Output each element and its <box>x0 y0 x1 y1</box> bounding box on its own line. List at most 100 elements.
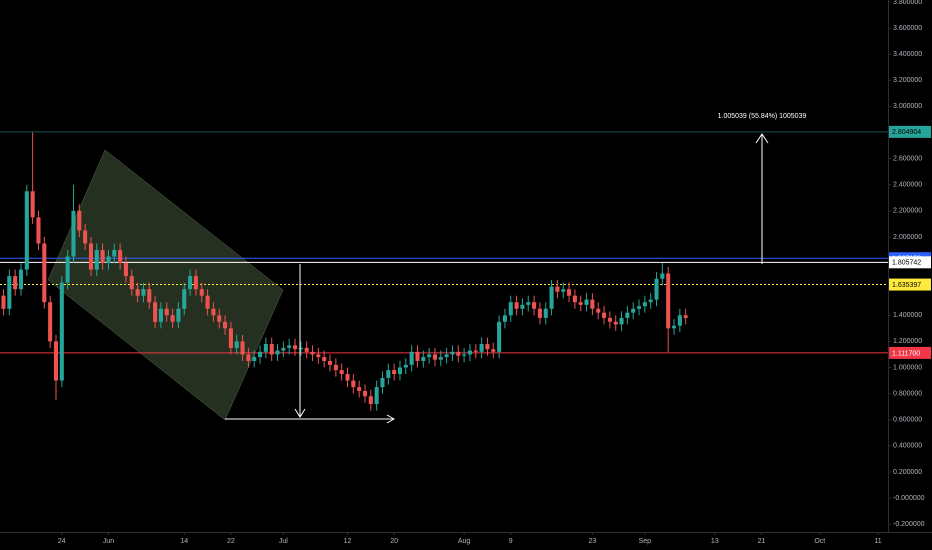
candle-body <box>485 344 490 350</box>
candle-body <box>409 351 414 365</box>
candle-body <box>596 308 601 313</box>
candle-body <box>351 380 356 388</box>
candle-body <box>602 312 607 318</box>
candle-body <box>532 302 537 309</box>
candle-body <box>683 315 688 318</box>
candle-body <box>479 344 484 352</box>
candle-body <box>345 374 350 381</box>
candle-body <box>275 350 280 355</box>
candle-body <box>258 351 263 358</box>
candle-body <box>380 377 385 388</box>
candle-body <box>549 286 554 309</box>
candle-body <box>211 308 216 316</box>
x-tick-label: 22 <box>227 538 235 545</box>
price-label-box <box>889 125 931 138</box>
y-tick-label: 1.400000 <box>893 312 922 319</box>
candle-body <box>677 315 682 326</box>
candle-body <box>1 295 6 309</box>
candle-body <box>292 345 298 350</box>
candle-body <box>362 391 368 397</box>
y-tick-label: 0.800000 <box>893 390 922 397</box>
x-tick-label: 23 <box>588 538 596 545</box>
candle-body <box>287 345 292 348</box>
x-tick-label: 21 <box>758 538 766 545</box>
candle-body <box>217 315 222 322</box>
candle-body <box>333 364 338 371</box>
candle-body <box>607 317 612 322</box>
candle-body <box>467 350 472 355</box>
x-tick-label: 13 <box>711 538 719 545</box>
candle-body <box>462 354 467 356</box>
candle-body <box>584 299 589 305</box>
candle-body <box>671 325 677 329</box>
candle-body <box>234 341 239 348</box>
candle-body <box>520 304 525 309</box>
candle-body <box>403 364 408 368</box>
candle-body <box>48 302 53 342</box>
candle-body <box>316 354 321 358</box>
candle-body <box>631 308 636 313</box>
candle-body <box>444 354 449 358</box>
candle-body <box>153 302 158 322</box>
candle-body <box>666 273 671 329</box>
rise-arrow-head <box>755 133 769 144</box>
candle-body <box>648 299 653 303</box>
y-tick-label: 2.200000 <box>893 208 922 215</box>
candle-body <box>298 347 303 350</box>
candle-body <box>281 347 286 351</box>
candle-body <box>497 321 502 352</box>
candle-body <box>135 289 140 296</box>
candle-body <box>71 210 76 257</box>
y-tick-label: 2.600000 <box>893 155 922 162</box>
candle-body <box>397 367 403 375</box>
x-tick-label: Sep <box>639 538 652 545</box>
candle-body <box>176 308 181 322</box>
price-label: 2.804904 <box>892 129 921 136</box>
candle-body <box>508 302 513 316</box>
candle-body <box>322 357 327 361</box>
price-axis-bg <box>888 0 932 550</box>
candle-body <box>392 370 397 375</box>
candle-body <box>357 387 362 392</box>
y-tick-label: 1.000000 <box>893 364 922 371</box>
candle-body <box>590 299 595 309</box>
candle-body <box>13 276 18 290</box>
price-lines <box>0 131 888 354</box>
candle-body <box>141 289 146 296</box>
candle-body <box>223 321 228 329</box>
candle-body <box>456 351 461 356</box>
candle-body <box>543 308 548 318</box>
price-label-box <box>889 346 931 359</box>
candle-body <box>7 276 12 309</box>
candle-body <box>613 321 618 325</box>
candle-body <box>30 191 35 218</box>
price-label-box <box>889 278 931 291</box>
candle-body <box>473 350 478 352</box>
y-tick-label: 3.200000 <box>893 77 922 84</box>
x-tick-label: 12 <box>344 538 352 545</box>
candle-body <box>368 396 373 405</box>
x-tick-label: 20 <box>390 538 398 545</box>
y-tick-label: 3.000000 <box>893 103 922 110</box>
candles <box>1 132 688 411</box>
range-arrow-head <box>386 414 396 424</box>
y-tick-label: -0.000000 <box>893 495 925 502</box>
candle-body <box>164 308 169 316</box>
candle-body <box>240 341 245 355</box>
candle-body <box>100 250 105 264</box>
x-tick-label: Jun <box>103 538 114 545</box>
x-tick-label: 14 <box>180 538 188 545</box>
candle-body <box>514 302 519 309</box>
candle-body <box>106 256 111 264</box>
candle-body <box>199 289 204 296</box>
candle-body <box>158 308 163 322</box>
candle-body <box>660 273 665 279</box>
candle-body <box>561 289 566 292</box>
candle-body <box>304 347 309 352</box>
candle-body <box>24 191 29 270</box>
y-tick-label: 0.600000 <box>893 417 922 424</box>
candle-body <box>94 250 99 270</box>
candle-body <box>339 370 344 375</box>
price-label: 1.805742 <box>892 260 921 267</box>
candle-body <box>386 370 391 378</box>
